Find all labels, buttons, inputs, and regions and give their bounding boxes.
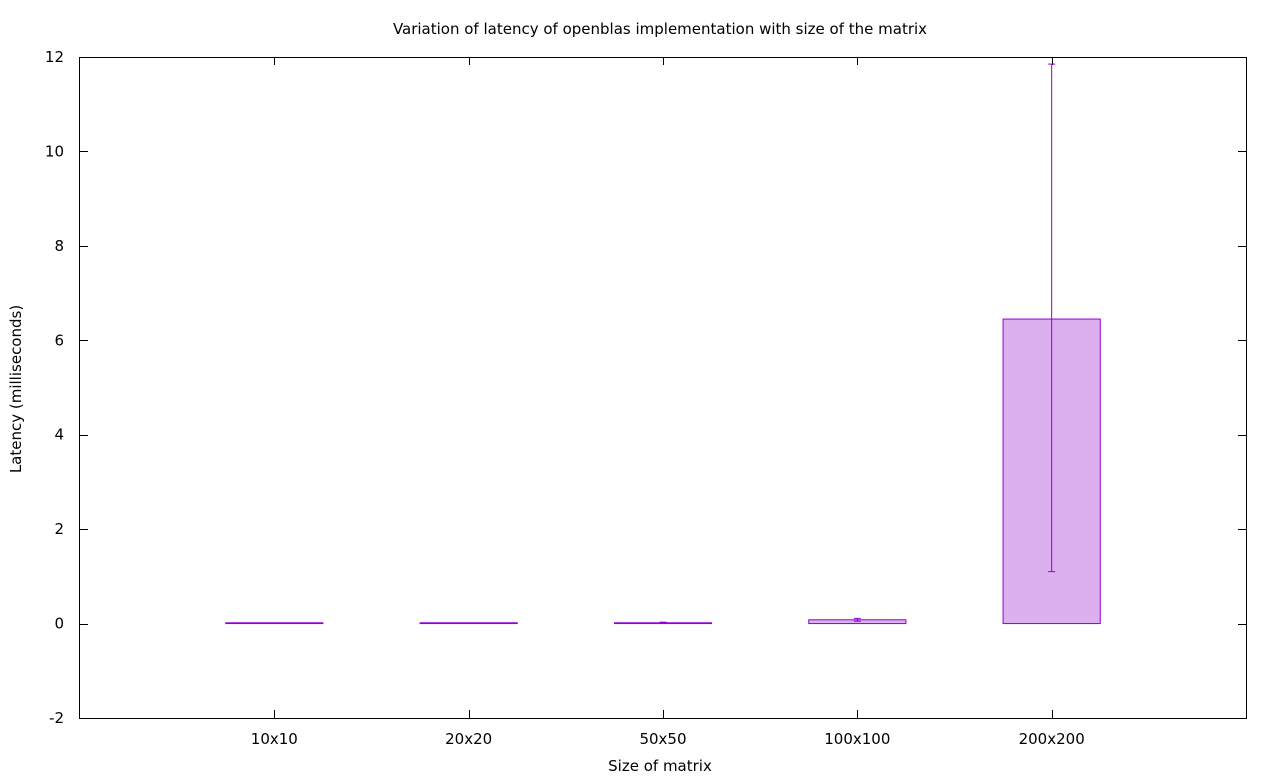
chart-title: Variation of latency of openblas impleme… — [393, 20, 927, 38]
error-bars — [270, 63, 1056, 624]
x-axis-label: Size of matrix — [608, 757, 712, 775]
x-tick-label: 20x20 — [445, 730, 492, 748]
x-tick-label: 100x100 — [824, 730, 890, 748]
x-tick-label: 10x10 — [251, 730, 298, 748]
y-tick-label: 4 — [54, 426, 64, 444]
y-tick-label: 12 — [45, 48, 64, 66]
y-tick-label: 6 — [54, 331, 64, 349]
y-tick-label: 2 — [54, 520, 64, 538]
y-tick-label: 8 — [54, 237, 64, 255]
y-tick-label: -2 — [49, 709, 64, 727]
x-tick-label: 200x200 — [1019, 730, 1085, 748]
y-tick-label: 10 — [45, 142, 64, 160]
y-axis-label: Latency (milliseconds) — [7, 305, 25, 473]
bars — [225, 318, 1101, 625]
y-axis-tick-labels: -2 0 2 4 6 8 10 12 — [45, 48, 64, 727]
axis-ticks — [80, 57, 1246, 719]
y-tick-label: 0 — [54, 615, 64, 633]
x-axis-tick-labels: 10x10 20x20 50x50 100x100 200x200 — [251, 730, 1085, 748]
x-tick-label: 50x50 — [639, 730, 686, 748]
